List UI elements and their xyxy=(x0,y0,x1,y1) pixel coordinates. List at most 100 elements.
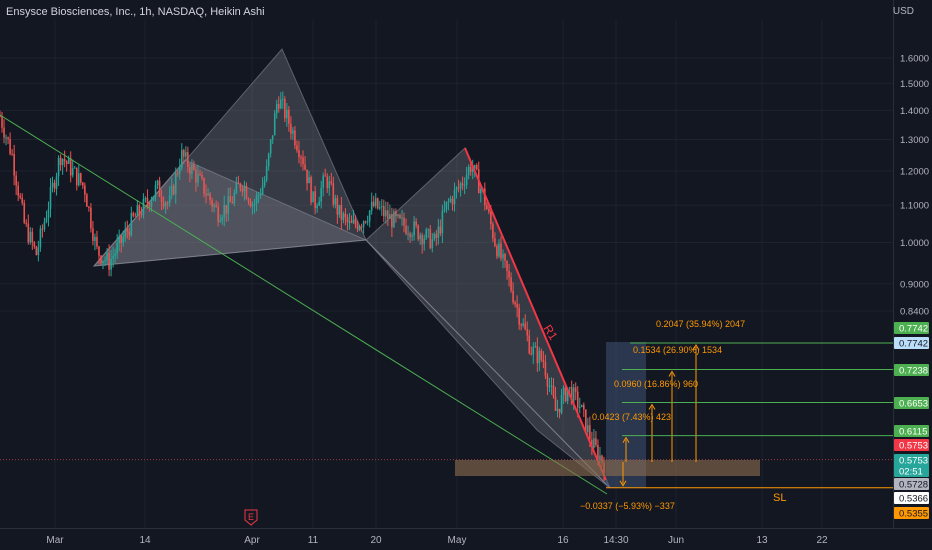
candle-body-212 xyxy=(427,229,430,231)
price-axis-border xyxy=(893,0,894,528)
candle-body-87 xyxy=(174,173,177,195)
target-arrow-head-2 xyxy=(648,403,656,410)
candle-253 xyxy=(510,272,512,293)
candle-body-218 xyxy=(439,226,442,234)
candle-body-77 xyxy=(154,185,157,197)
candle-body-285 xyxy=(574,387,577,392)
candle-248 xyxy=(500,236,502,262)
candle-body-142 xyxy=(286,109,288,119)
candle-body-111 xyxy=(223,204,226,218)
candle-234 xyxy=(471,159,474,180)
candle-body-209 xyxy=(421,235,423,245)
candle-22 xyxy=(43,217,46,232)
candle-62 xyxy=(124,221,127,242)
candle-196 xyxy=(395,208,397,223)
candle-259 xyxy=(522,318,524,328)
candle-96 xyxy=(193,160,195,171)
candle-body-220 xyxy=(443,209,446,211)
candle-221 xyxy=(445,201,448,213)
candle-body-276 xyxy=(556,408,559,411)
candle-251 xyxy=(506,260,508,280)
candle-35 xyxy=(69,151,72,183)
candle-body-216 xyxy=(435,234,438,238)
candle-body-143 xyxy=(288,109,290,124)
candle-155 xyxy=(312,191,314,203)
candle-180 xyxy=(362,220,365,234)
candle-68 xyxy=(136,200,139,217)
candle-body-201 xyxy=(405,225,407,234)
candle-body-67 xyxy=(134,215,137,217)
candle-256 xyxy=(516,295,518,318)
candle-20 xyxy=(39,225,42,252)
candle-body-145 xyxy=(292,130,294,134)
candle-body-283 xyxy=(570,387,573,403)
price-label-10: 0.5355 xyxy=(899,509,928,520)
candle-body-296 xyxy=(597,445,599,461)
candle-body-205 xyxy=(413,221,415,236)
candle-body-2 xyxy=(3,127,5,138)
candle-185 xyxy=(372,195,375,208)
candle-body-37 xyxy=(73,167,76,169)
candle-11 xyxy=(21,193,24,206)
target-arrow-head-3 xyxy=(622,436,630,443)
descending-trendline xyxy=(0,114,608,495)
time-axis-border xyxy=(0,528,932,529)
candle-body-219 xyxy=(441,210,444,234)
candle-body-289 xyxy=(582,404,585,410)
candle-295 xyxy=(595,431,597,448)
candle-184 xyxy=(370,192,373,215)
candle-body-28 xyxy=(55,176,58,189)
candle-69 xyxy=(138,203,141,221)
candle-body-110 xyxy=(221,217,224,221)
candle-159 xyxy=(320,180,322,209)
candle-255 xyxy=(514,300,516,308)
candle-body-193 xyxy=(389,213,391,219)
candle-100 xyxy=(201,171,203,181)
candle-257 xyxy=(518,303,520,330)
candle-body-48 xyxy=(96,236,98,247)
candle-123 xyxy=(247,197,250,205)
candle-body-17 xyxy=(33,242,36,247)
candle-43 xyxy=(86,192,88,207)
candle-209 xyxy=(421,232,423,254)
candle-163 xyxy=(328,175,331,196)
candle-body-155 xyxy=(312,191,314,203)
candle-135 xyxy=(271,135,274,144)
candle-body-18 xyxy=(35,246,38,255)
candle-body-147 xyxy=(296,145,298,151)
candle-208 xyxy=(419,232,421,246)
candle-body-181 xyxy=(364,221,367,223)
candle-body-43 xyxy=(86,194,88,207)
candle-body-249 xyxy=(502,253,504,259)
time-axis[interactable]: Mar 14 Apr 11 20 May 16 14:30 Jun 13 22 xyxy=(46,535,828,546)
candle-94 xyxy=(189,163,191,183)
candle-body-129 xyxy=(259,194,262,196)
candle-body-112 xyxy=(225,204,228,214)
candle-288 xyxy=(580,404,583,408)
candle-body-278 xyxy=(560,394,563,413)
candle-body-115 xyxy=(231,202,234,204)
price-label-0: 0.7742 xyxy=(899,324,928,335)
price-axis[interactable]: 1.6000 1.5000 1.4000 1.3000 1.2000 1.1000 1.00… xyxy=(900,54,929,318)
candle-272 xyxy=(548,377,551,393)
candle-287 xyxy=(578,397,581,414)
price-label-bg-10 xyxy=(894,507,929,519)
candle-body-191 xyxy=(385,210,387,217)
currency-label: USD xyxy=(892,6,914,17)
chart-title: Ensysce Biosciences, Inc., 1h, NASDAQ, H… xyxy=(6,6,265,18)
candle-body-23 xyxy=(45,217,48,222)
candle-33 xyxy=(65,160,68,172)
candle-270 xyxy=(544,354,547,380)
candle-227 xyxy=(457,179,460,193)
harmonic-patterns xyxy=(92,48,611,489)
candle-98 xyxy=(197,164,199,187)
candle-127 xyxy=(255,191,258,212)
candle-241 xyxy=(486,202,488,210)
candle-9 xyxy=(17,181,19,202)
candle-66 xyxy=(132,211,135,218)
price-label-bg-6 xyxy=(894,454,929,466)
candle-body-35 xyxy=(69,158,72,176)
candle-body-0 xyxy=(0,116,1,118)
candle-173 xyxy=(348,213,351,230)
